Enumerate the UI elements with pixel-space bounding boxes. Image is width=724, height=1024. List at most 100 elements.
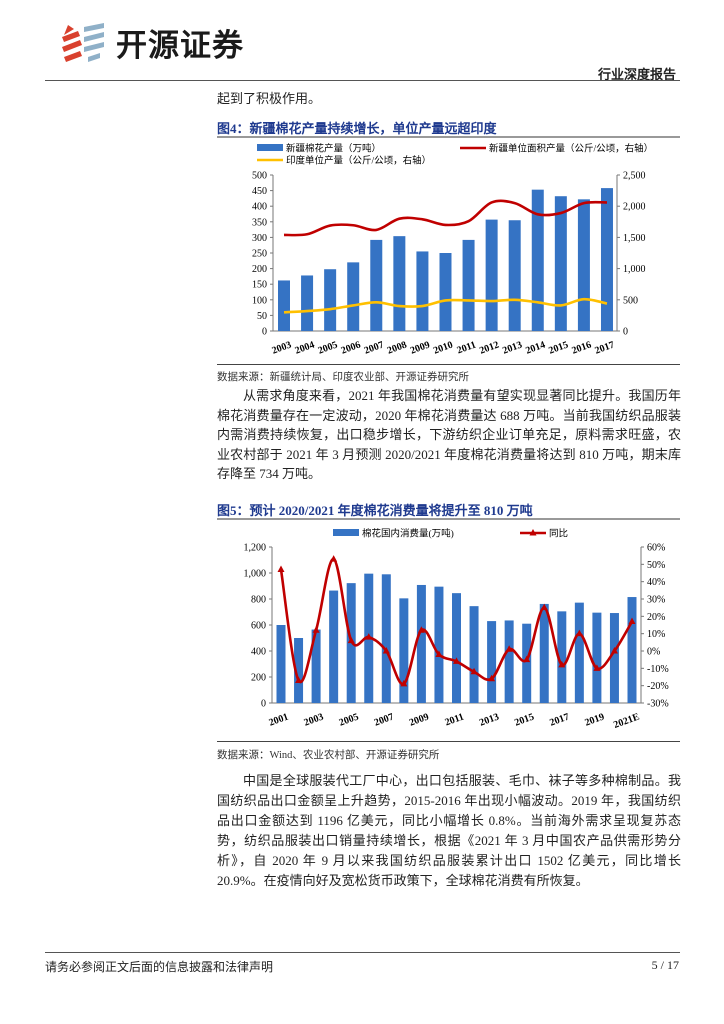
figure4-title: 图4：新疆棉花产量持续增长，单位产量远超印度 bbox=[217, 121, 497, 136]
bar bbox=[347, 262, 360, 331]
left-tick-label: 250 bbox=[252, 249, 267, 260]
legend-swatch-bar bbox=[333, 529, 359, 536]
figure5-title-rule bbox=[217, 518, 680, 520]
line-marker bbox=[453, 657, 460, 664]
line-marker bbox=[347, 636, 355, 644]
intro-line: 起到了积极作用。 bbox=[217, 91, 322, 106]
line-marker bbox=[488, 674, 496, 682]
x-tick-label: 2021E bbox=[612, 711, 641, 731]
line-marker bbox=[312, 626, 320, 633]
line-marker bbox=[540, 603, 548, 611]
bar bbox=[508, 220, 521, 331]
bar bbox=[485, 219, 498, 331]
figure5-source: 数据来源：Wind、农业农村部、开源证券研究所 bbox=[217, 750, 440, 761]
x-tick-label: 2013 bbox=[478, 711, 501, 728]
x-tick-label: 2009 bbox=[408, 711, 431, 728]
left-tick-label: 800 bbox=[251, 595, 266, 606]
line-marker bbox=[470, 667, 478, 675]
right-tick-label: 50% bbox=[647, 560, 665, 571]
figure4-bottom-rule bbox=[217, 364, 680, 365]
figure5-title: 图5：预计 2020/2021 年度棉花消费量将提升至 810 万吨 bbox=[217, 503, 533, 518]
right-tick-label: 2,500 bbox=[623, 171, 646, 182]
left-tick-label: 0 bbox=[262, 327, 267, 338]
bar bbox=[522, 623, 532, 703]
paragraph-demand: 从需求角度来看，2021 年我国棉花消费量有望实现显著同比提升。我国历年棉花消费… bbox=[217, 388, 681, 481]
bar bbox=[452, 593, 461, 703]
line-marker bbox=[435, 650, 443, 657]
legend-label: 新疆单位面积产量（公斤/公顷，右轴） bbox=[489, 143, 653, 155]
bar bbox=[399, 598, 409, 703]
bar bbox=[504, 620, 514, 703]
footer-divider bbox=[45, 952, 680, 953]
bar bbox=[557, 611, 567, 703]
paragraph-exports: 中国是全球服装代工厂中心，出口包括服装、毛巾、袜子等多种棉制品。我国纺织品出口金… bbox=[217, 773, 681, 888]
right-tick-label: 2,000 bbox=[623, 202, 646, 213]
bar bbox=[324, 269, 337, 331]
x-tick-label: 2015 bbox=[513, 711, 536, 728]
line-marker bbox=[593, 664, 601, 671]
bar bbox=[381, 574, 391, 703]
legend-marker bbox=[529, 529, 537, 536]
line-marker bbox=[330, 555, 338, 562]
legend-label: 同比 bbox=[549, 528, 568, 540]
left-tick-label: 200 bbox=[251, 673, 266, 684]
left-tick-label: 200 bbox=[252, 264, 267, 275]
bar bbox=[434, 586, 444, 703]
bar bbox=[278, 280, 290, 331]
bar bbox=[487, 621, 497, 703]
bar bbox=[469, 606, 479, 703]
series-line bbox=[283, 297, 608, 314]
right-tick-label: 1,500 bbox=[623, 233, 646, 244]
bar bbox=[370, 239, 383, 331]
report-type-label: 行业深度报告 bbox=[597, 67, 676, 82]
line-marker bbox=[628, 617, 636, 625]
figure4-source: 数据来源：新疆统计局、印度农业部、开源证券研究所 bbox=[217, 372, 469, 383]
line-marker bbox=[575, 629, 583, 637]
right-tick-label: 40% bbox=[647, 577, 665, 588]
bar bbox=[600, 188, 613, 331]
line-marker bbox=[610, 647, 618, 654]
left-tick-label: 450 bbox=[252, 186, 267, 197]
line-marker bbox=[277, 565, 285, 573]
series-line bbox=[283, 199, 608, 237]
brand-logo: 开源证券 bbox=[58, 20, 244, 65]
bar bbox=[439, 253, 452, 331]
bar bbox=[539, 603, 549, 703]
legend-label: 印度单位产量（公斤/公顷，右轴） bbox=[286, 155, 431, 167]
bar bbox=[554, 196, 567, 331]
header-divider bbox=[45, 80, 680, 81]
right-tick-label: 20% bbox=[647, 612, 665, 623]
bar bbox=[311, 629, 321, 703]
line-marker bbox=[365, 633, 373, 640]
bar bbox=[276, 625, 286, 703]
left-tick-label: 350 bbox=[252, 217, 267, 228]
bar bbox=[609, 613, 619, 703]
left-tick-label: 300 bbox=[252, 233, 267, 244]
right-tick-label: 500 bbox=[623, 295, 638, 306]
right-tick-label: 0 bbox=[623, 327, 628, 338]
left-tick-label: 0 bbox=[261, 699, 266, 710]
legend-swatch-bar bbox=[257, 144, 283, 151]
left-tick-label: 1,200 bbox=[244, 543, 267, 554]
line-marker bbox=[295, 676, 303, 683]
bar bbox=[462, 239, 475, 331]
left-tick-label: 1,000 bbox=[244, 569, 267, 580]
left-tick-label: 400 bbox=[252, 202, 267, 213]
right-tick-label: -20% bbox=[647, 681, 669, 692]
x-tick-label: 2019 bbox=[583, 711, 606, 728]
x-tick-label: 2011 bbox=[443, 711, 465, 728]
x-tick-label: 2003 bbox=[303, 711, 326, 728]
right-tick-label: 30% bbox=[647, 595, 665, 606]
page-number: 5 / 17 bbox=[651, 958, 679, 972]
x-tick-label: 2005 bbox=[338, 711, 361, 728]
bar bbox=[592, 612, 602, 703]
right-tick-label: -30% bbox=[647, 699, 669, 710]
right-tick-label: 1,000 bbox=[623, 264, 646, 275]
legend-label: 棉花国内消费量(万吨) bbox=[362, 528, 454, 540]
line-marker bbox=[400, 679, 408, 687]
left-tick-label: 100 bbox=[252, 295, 267, 306]
line-marker bbox=[558, 660, 566, 668]
bar bbox=[329, 590, 339, 703]
